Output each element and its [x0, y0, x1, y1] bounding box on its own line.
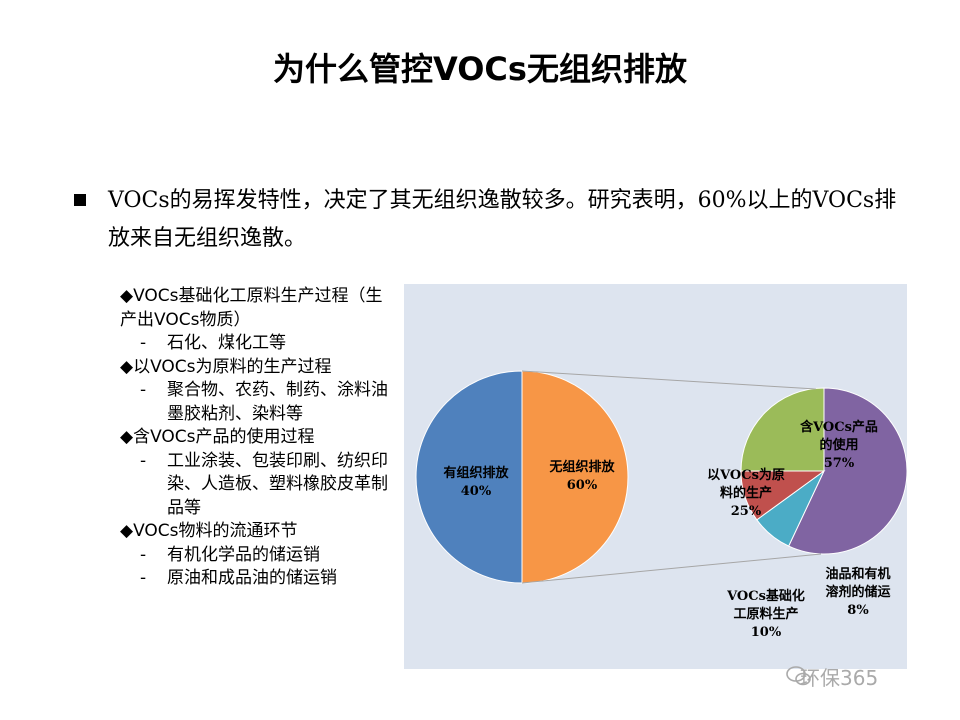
pie-slice-organized [415, 370, 523, 584]
data-label-raw-material: 25% [731, 504, 762, 519]
source-sub-text: 石化、煤化工等 [167, 333, 286, 353]
source-heading: ◆VOCs基础化工原料生产过程（生产出VOCs物质） [120, 286, 383, 330]
source-sub: - 工业涂装、包装印刷、纺织印染、人造板、塑料橡胶皮革制品等 [120, 450, 395, 521]
source-sub: - 聚合物、农药、制药、涂料油墨胶粘剂、染料等 [120, 379, 395, 426]
dash-icon: - [140, 380, 147, 400]
data-label-base-chemical: VOCs基础化 [726, 588, 805, 604]
source-sub-text: 原油和成品油的储运销 [167, 568, 337, 588]
source-heading: ◆以VOCs为原料的生产过程 [120, 356, 332, 377]
data-label-base-chemical: 工原料生产 [733, 606, 798, 622]
pie-of-pie-chart: 有组织排放 40% 无组织排放 60% 含VOCs产品 的使用 57% 油品和有机溶剂的储运 8… [404, 284, 907, 669]
data-label-product-use: 含VOCs产品 [799, 419, 878, 435]
data-label-raw-material: 以VOCs为原 [707, 467, 785, 483]
source-sub: - 石化、煤化工等 [120, 332, 395, 356]
square-bullet-icon [74, 194, 86, 206]
main-bullet-text: VOCs的易挥发特性，决定了其无组织逸散较多。研究表明，60%以上的VOCs排放… [108, 188, 897, 251]
data-label-unorganized: 无组织排放 [548, 459, 615, 475]
source-heading: ◆含VOCs产品的使用过程 [120, 427, 315, 447]
data-label-raw-material: 料的生产 [720, 485, 772, 501]
data-label-storage-transport: 8% [847, 603, 869, 618]
data-label-unorganized: 60% [567, 478, 598, 493]
data-label-storage-transport: 油品和有机 [825, 566, 890, 582]
data-label-product-use: 的使用 [819, 437, 858, 453]
source-sub-text: 工业涂装、包装印刷、纺织印染、人造板、塑料橡胶皮革制品等 [167, 450, 388, 518]
slide-title: 为什么管控VOCs无组织排放 [273, 50, 687, 88]
source-sub: - 原油和成品油的储运销 [120, 567, 395, 591]
connector-line-bottom [521, 553, 822, 584]
source-sub: - 有机化学品的储运销 [120, 544, 395, 568]
vocs-source-list: ◆VOCs基础化工原料生产过程（生产出VOCs物质） - 石化、煤化工等 ◆以VO… [120, 285, 395, 591]
data-label-base-chemical: 10% [751, 625, 782, 640]
source-heading: ◆VOCs物料的流通环节 [120, 521, 298, 541]
watermark-text: 环保365 [800, 666, 879, 690]
data-label-organized: 有组织排放 [443, 465, 509, 481]
dash-icon: - [140, 450, 147, 471]
dash-icon: - [140, 568, 147, 588]
pie-slice-product-use [787, 387, 907, 555]
data-label-product-use: 57% [824, 456, 855, 471]
dash-icon: - [140, 333, 147, 353]
source-sub-text: 有机化学品的储运销 [167, 544, 320, 565]
connector-line-top [521, 370, 817, 390]
source-sub-text: 聚合物、农药、制药、涂料油墨胶粘剂、染料等 [167, 380, 388, 424]
pie-slice-unorganized [521, 370, 629, 584]
data-label-storage-transport: 溶剂的储运 [825, 584, 890, 600]
data-label-organized: 40% [461, 484, 492, 499]
dash-icon: - [140, 544, 147, 565]
wechat-icon [786, 666, 811, 686]
